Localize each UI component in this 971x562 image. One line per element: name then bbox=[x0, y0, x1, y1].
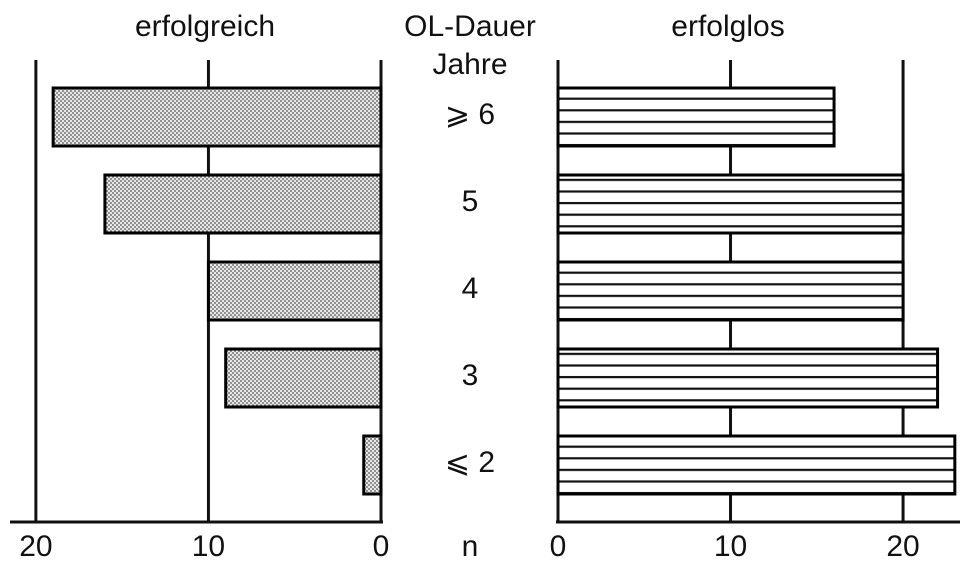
x-tick-label: 10 bbox=[192, 530, 225, 562]
right-panel-title: erfolglos bbox=[671, 10, 784, 43]
category-label: 4 bbox=[462, 272, 479, 305]
x-tick-label: 0 bbox=[550, 530, 567, 562]
category-title: OL-Dauer bbox=[404, 10, 536, 43]
x-tick-label: 20 bbox=[19, 530, 52, 562]
bar bbox=[51, 86, 383, 148]
left-panel-title: erfolgreich bbox=[135, 10, 275, 43]
category-label: 3 bbox=[462, 359, 479, 392]
bar bbox=[556, 347, 940, 409]
category-label: ⩽ 2 bbox=[445, 446, 495, 479]
bar bbox=[556, 260, 905, 322]
x-tick-label: 0 bbox=[373, 530, 390, 562]
category-label: 5 bbox=[462, 185, 479, 218]
bar bbox=[556, 173, 905, 235]
x-tick-label: 10 bbox=[714, 530, 747, 562]
category-label: ⩾ 6 bbox=[445, 98, 495, 131]
bar bbox=[206, 260, 383, 322]
bar bbox=[103, 173, 383, 235]
x-axis-label: n bbox=[462, 530, 479, 562]
x-tick-label: 20 bbox=[886, 530, 919, 562]
category-title: Jahre bbox=[432, 48, 507, 81]
bar bbox=[556, 86, 836, 148]
bar bbox=[556, 434, 957, 496]
bar bbox=[362, 434, 383, 496]
bar bbox=[224, 347, 383, 409]
